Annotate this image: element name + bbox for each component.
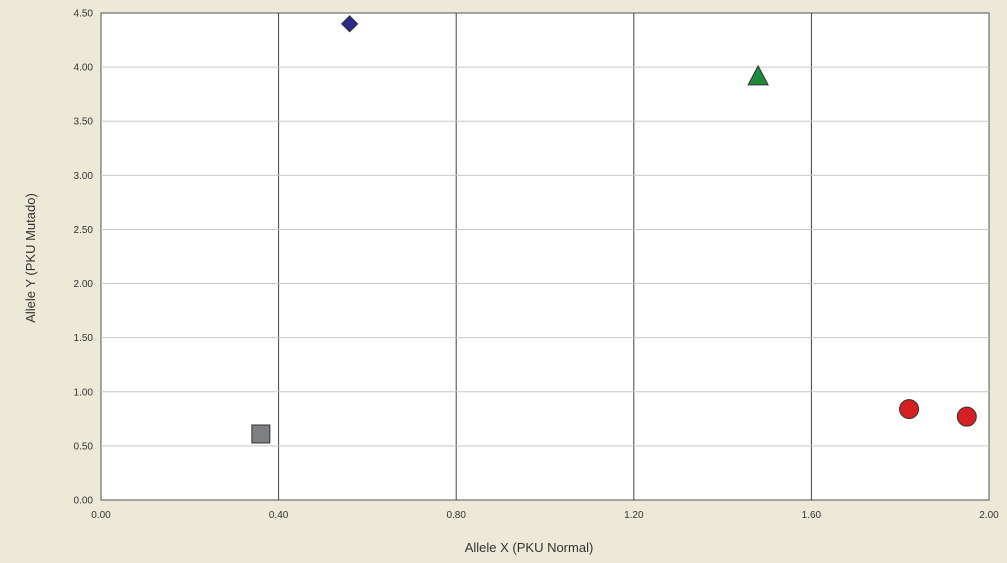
x-tick-label: 2.00 bbox=[979, 510, 999, 521]
x-tick-label: 1.60 bbox=[802, 510, 822, 521]
data-points bbox=[251, 15, 977, 444]
x-axis-label: Allele X (PKU Normal) bbox=[465, 540, 594, 555]
x-tick-label: 0.80 bbox=[446, 510, 466, 521]
plot-area bbox=[100, 12, 990, 501]
y-tick-label: 1.00 bbox=[74, 387, 94, 398]
y-tick-label: 0.00 bbox=[74, 496, 94, 507]
data-point-triangle bbox=[747, 64, 769, 86]
vertical-gridlines bbox=[278, 13, 812, 500]
x-tick-label: 0.00 bbox=[91, 510, 111, 521]
y-tick-label: 0.50 bbox=[74, 441, 94, 452]
x-tick-label: 0.40 bbox=[269, 510, 289, 521]
x-tick-label: 1.20 bbox=[624, 510, 644, 521]
y-tick-label: 2.50 bbox=[74, 225, 94, 236]
data-point-circle bbox=[899, 399, 920, 420]
data-point-square bbox=[251, 424, 271, 444]
y-tick-label: 4.50 bbox=[74, 9, 94, 20]
y-axis-label: Allele Y (PKU Mutado) bbox=[23, 193, 38, 323]
y-tick-label: 3.50 bbox=[74, 117, 94, 128]
data-point-diamond bbox=[340, 15, 359, 33]
data-point-circle bbox=[956, 406, 977, 427]
horizontal-gridlines bbox=[101, 66, 989, 447]
x-tick-labels: 0.00 0.40 0.80 1.20 1.60 2.00 bbox=[91, 510, 999, 521]
y-tick-label: 2.00 bbox=[74, 279, 94, 290]
y-tick-label: 1.50 bbox=[74, 333, 94, 344]
y-tick-labels: 0.00 0.50 1.00 1.50 2.00 2.50 3.00 3.50 4.00 4.50 bbox=[74, 9, 94, 507]
y-tick-label: 3.00 bbox=[74, 171, 94, 182]
y-tick-label: 4.00 bbox=[74, 63, 94, 74]
